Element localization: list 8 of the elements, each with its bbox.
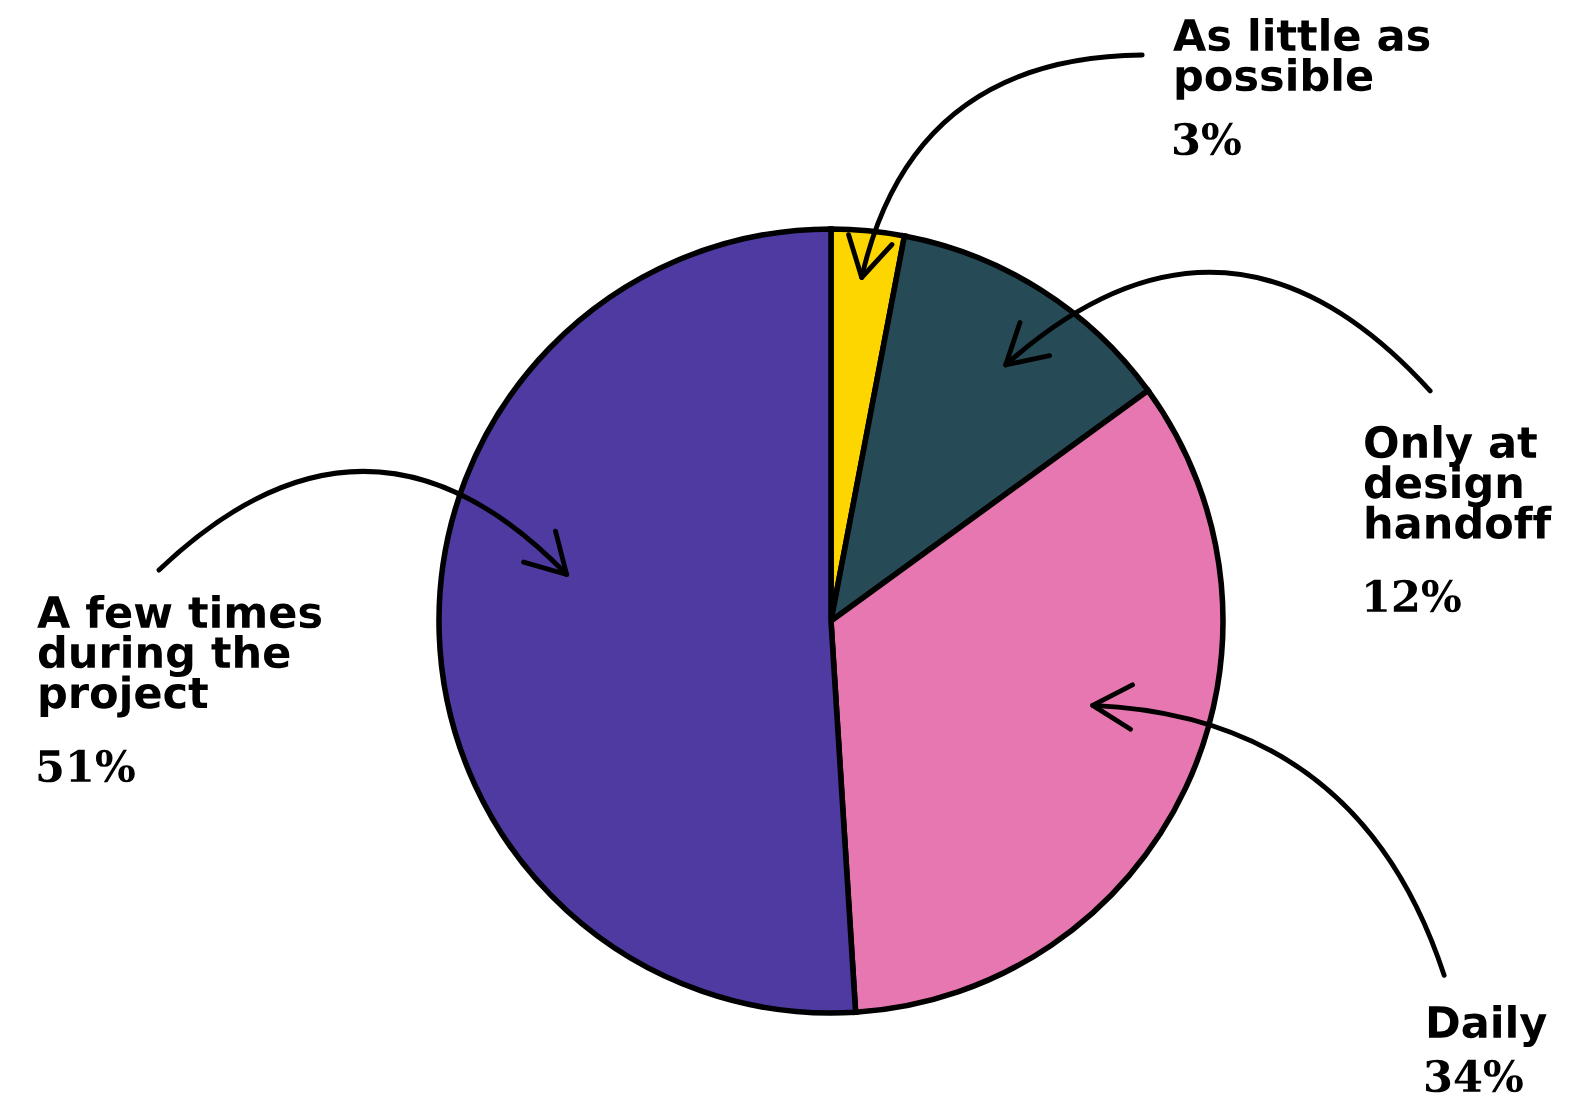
data-label: 3% (1174, 122, 1241, 156)
data-label: 51% (38, 749, 135, 783)
data-label: 12% (1366, 579, 1461, 613)
data-label: 34% (1426, 1059, 1523, 1093)
slice-label: A few times during the project (37, 595, 321, 718)
slice-label: As little as possible (1173, 18, 1430, 100)
slice-label: Daily (1428, 1005, 1547, 1048)
slice-label: Only at design handoff (1364, 425, 1552, 540)
